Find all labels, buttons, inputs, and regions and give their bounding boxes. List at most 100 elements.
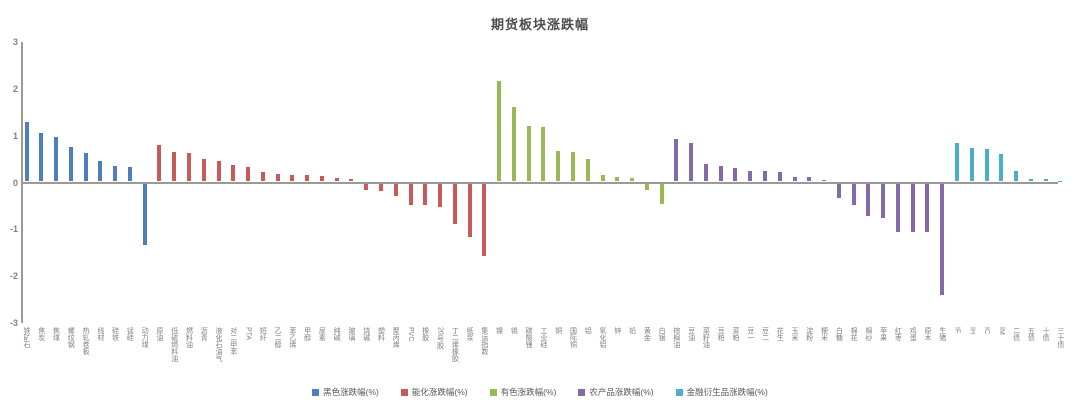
bar-花生 (777, 172, 782, 182)
x-axis-label: 热轧卷板 (82, 327, 90, 355)
x-axis-label: 氧化铝 (599, 327, 607, 348)
bar-铁矿石 (24, 122, 29, 182)
bar-碳酸锂 (526, 125, 531, 182)
bar-氧化铝 (600, 174, 605, 182)
bar-豆二 (763, 170, 767, 182)
x-axis-label: PVC (407, 327, 415, 342)
bar-烧碱 (364, 184, 369, 190)
x-axis-label: 锌 (613, 327, 621, 334)
bar-菜籽油 (703, 163, 708, 182)
x-axis-label: 菜籽油 (702, 327, 710, 348)
bar-硅铁 (113, 165, 118, 182)
x-axis-label: 20号胶 (436, 327, 444, 349)
bar-乙二醇 (275, 174, 280, 182)
x-axis-label: 菜粕 (731, 327, 739, 341)
y-axis-tick-label: -2 (9, 270, 18, 281)
legend-swatch-icon (489, 389, 497, 396)
x-axis-label: 铅 (628, 327, 636, 334)
bar-沥青 (201, 159, 206, 182)
bar-纯碱 (334, 177, 339, 182)
x-axis-label: 粳米 (820, 327, 828, 341)
x-axis-label: 国际铜 (569, 327, 577, 348)
x-axis-label: 硅铁 (111, 327, 119, 341)
bar-白糖 (836, 184, 841, 198)
bar-白银 (659, 184, 664, 204)
x-axis-label: 集运指数 (480, 327, 488, 355)
legend-item: 农产品涨跌幅(%) (578, 388, 654, 397)
x-axis-label: 锰硅 (126, 327, 134, 341)
bar-焦炭 (39, 133, 44, 182)
legend-swatch-icon (400, 389, 408, 396)
bar-20号胶 (438, 184, 443, 208)
x-axis-label: 棕榈油 (672, 327, 680, 348)
x-axis-label: 工业硅 (539, 327, 547, 348)
bar-铝 (585, 159, 590, 182)
x-axis-label: 白银 (658, 327, 666, 341)
y-axis-tick-label: 2 (12, 84, 18, 95)
x-axis-label: 液化石油气 (215, 327, 222, 362)
bar-十债 (1043, 179, 1048, 182)
bar-焦煤 (54, 137, 59, 182)
legend-swatch-icon (578, 389, 586, 396)
bar-豆一 (748, 170, 753, 182)
x-axis-label: 纸浆 (466, 327, 474, 341)
x-axis-label: 丁二烯橡胶 (451, 327, 459, 362)
y-axis-tick-label: 0 (12, 177, 18, 188)
legend-label: 有色涨跌幅(%) (500, 387, 557, 397)
x-axis-label: 橡胶 (421, 327, 429, 341)
bar-IH (969, 147, 974, 182)
x-axis-label: 甲醇 (303, 327, 311, 341)
x-axis-label: 花生 (776, 327, 784, 341)
x-axis-label: 豆粕 (717, 327, 725, 341)
y-axis-tick-label: 1 (12, 130, 18, 141)
legend-item: 能化涨跌幅(%) (400, 388, 468, 397)
bar-塑料 (378, 184, 383, 191)
x-axis-label: 聚丙烯 (392, 327, 400, 348)
x-axis-label: 十债 (1042, 327, 1050, 341)
legend-item: 黑色涨跌幅(%) (312, 388, 379, 397)
x-axis-label: 二债 (1012, 327, 1020, 341)
x-axis-label: 原木 (923, 327, 931, 341)
x-axis-label: 生猪 (938, 327, 946, 341)
x-axis-label: IC (983, 327, 991, 334)
x-axis-label: 玻璃 (347, 327, 355, 341)
x-axis-label: 碳酸锂 (525, 327, 533, 348)
bar-原木 (925, 184, 930, 232)
bar-甲醇 (305, 175, 310, 182)
x-axis-label: IM (997, 327, 1005, 335)
bar-棉纱 (866, 184, 871, 216)
bar-苹果 (881, 184, 886, 218)
bar-铜 (556, 150, 561, 182)
x-axis-label: 燃料油 (185, 327, 193, 348)
bar-玉米 (792, 176, 797, 182)
x-axis-label: IH (968, 327, 976, 334)
bar-聚丙烯 (393, 184, 398, 196)
bar-集运指数 (482, 184, 487, 256)
x-axis-label: 焦炭 (37, 327, 45, 341)
x-axis-label: 铜 (554, 327, 562, 334)
bar-鸡蛋 (910, 184, 915, 232)
x-axis-label: 线材 (96, 327, 104, 341)
bar-豆粕 (718, 166, 723, 182)
x-axis-label: 对二甲苯 (229, 327, 237, 355)
x-axis-label: 鸡蛋 (909, 327, 917, 341)
x-axis-label: 短纤 (259, 327, 267, 341)
x-axis-label: PTA (244, 327, 252, 341)
x-axis-label: 白糖 (835, 327, 843, 341)
x-axis-label: 三十债 (1056, 327, 1064, 348)
x-axis-label: 黄金 (643, 327, 651, 341)
bar-五债 (1028, 179, 1033, 182)
bar-黄金 (644, 184, 649, 190)
bar-淀粉 (807, 176, 812, 182)
x-axis-label: 淀粉 (805, 327, 813, 341)
bar-低硫燃料油 (172, 151, 177, 182)
bar-豆油 (689, 142, 694, 182)
x-axis-label: 烧碱 (362, 327, 370, 341)
bar-纸浆 (467, 184, 472, 237)
x-axis-label: 动力煤 (141, 327, 149, 348)
x-axis-label: 玉米 (791, 327, 799, 341)
bar-原油 (157, 145, 162, 182)
legend-item: 金融衍生品涨跌幅(%) (675, 388, 768, 397)
y-axis-tick-label: -1 (9, 224, 18, 235)
